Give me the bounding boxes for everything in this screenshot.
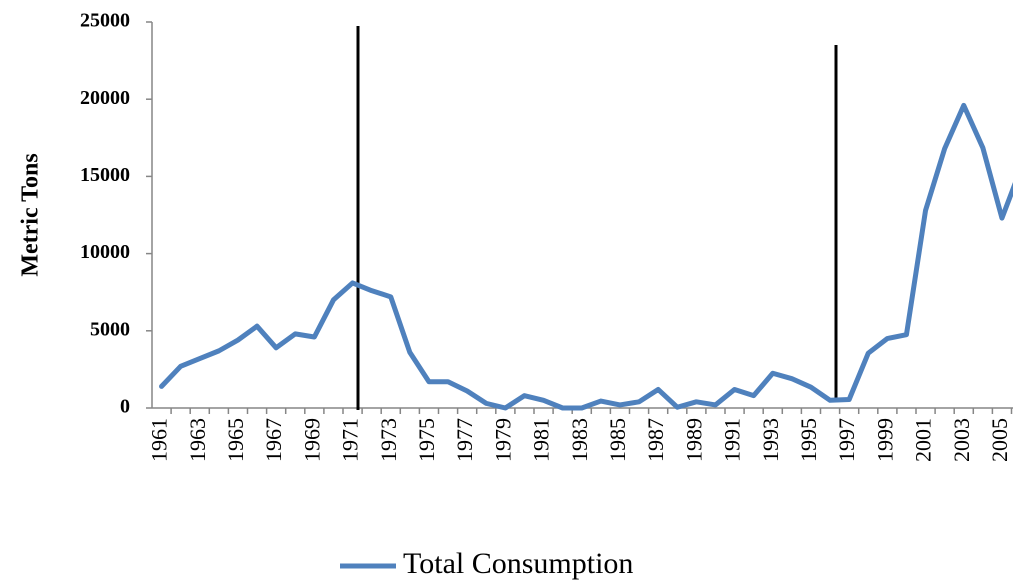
x-tick-label: 1983 [567, 418, 592, 462]
x-tick-label: 2003 [949, 418, 974, 462]
x-tick-label: 1969 [299, 418, 324, 462]
x-tick-label: 1999 [872, 418, 897, 462]
x-tick-label: 2005 [987, 418, 1012, 462]
y-tick-label: 10000 [80, 241, 130, 263]
y-axis-title: Metric Tons [18, 153, 44, 276]
y-tick-label: 20000 [80, 87, 130, 109]
x-tick-label: 1965 [223, 418, 248, 462]
x-tick-label: 1981 [529, 418, 554, 462]
x-tick-label: 1967 [261, 418, 286, 462]
x-tick-label: 1985 [605, 418, 630, 462]
x-tick-label: 1977 [452, 418, 477, 462]
x-tick-label: 1993 [758, 418, 783, 462]
x-tick-label: 1961 [147, 418, 172, 462]
x-tick-label: 2001 [911, 418, 936, 462]
x-tick-label: 1987 [643, 418, 668, 462]
x-tick-label: 1979 [490, 418, 515, 462]
x-tick-label: 1989 [681, 418, 706, 462]
line [159, 102, 1013, 411]
y-tick-label: 5000 [90, 318, 130, 340]
x-tick-label: 1991 [720, 418, 745, 462]
x-tick-label: 1995 [796, 418, 821, 462]
x-tick-label: 1971 [338, 418, 363, 462]
x-tick-label: 1975 [414, 418, 439, 462]
x-tick-label: 1973 [376, 418, 401, 462]
x-tick-label: 1997 [834, 418, 859, 462]
y-tick-label: 25000 [80, 10, 130, 32]
y-tick-label: 15000 [80, 164, 130, 186]
legend-label: Total Consumption [403, 547, 633, 580]
x-tick-label: 1963 [185, 418, 210, 462]
y-tick-label: 0 [120, 396, 130, 418]
